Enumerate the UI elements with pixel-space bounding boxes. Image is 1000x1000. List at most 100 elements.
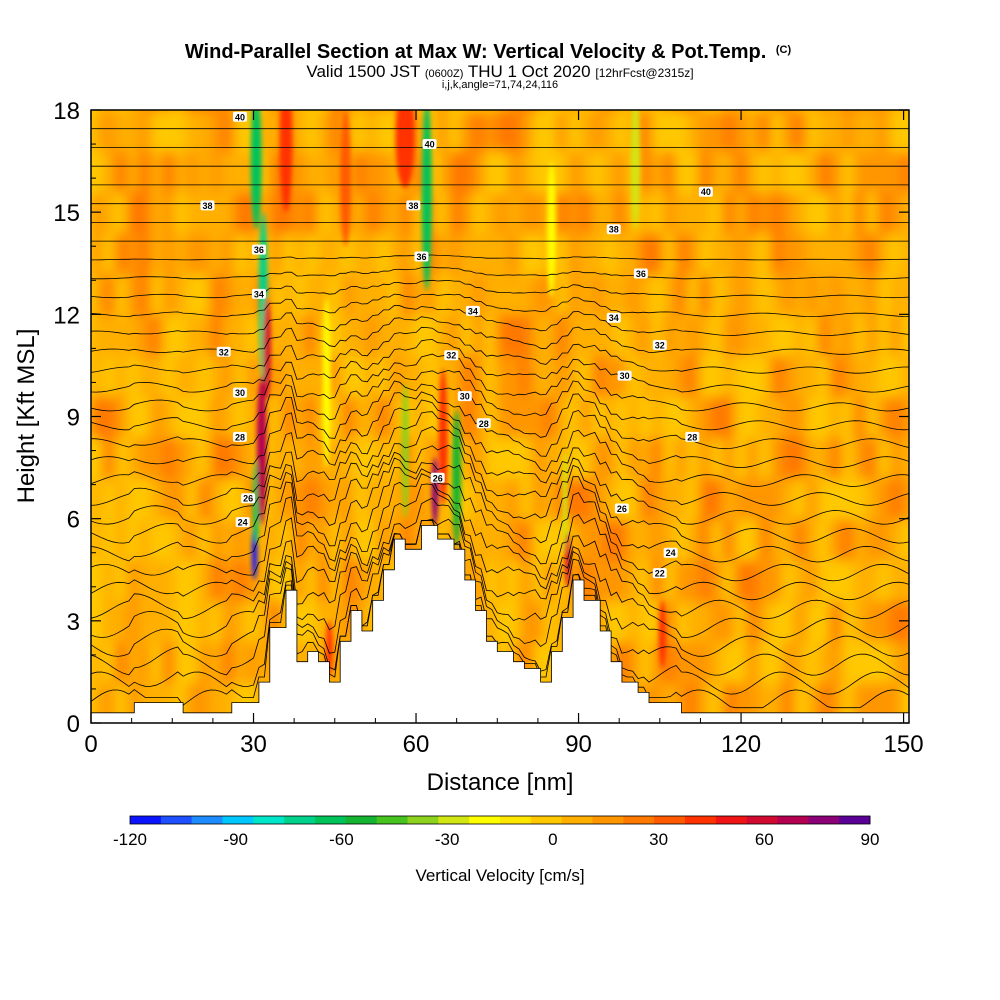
field-cell	[102, 273, 116, 316]
field-cell	[150, 600, 164, 643]
field-cell	[114, 477, 128, 520]
field-cell	[758, 191, 772, 234]
field-cell	[102, 600, 116, 643]
field-cell	[126, 191, 140, 234]
field-cell	[698, 110, 712, 152]
field-cell	[627, 355, 641, 398]
field-cell	[901, 477, 909, 520]
field-cell	[841, 191, 855, 234]
colorbar-tick-label: -120	[113, 830, 147, 849]
field-cell	[400, 232, 414, 275]
field-cell	[269, 436, 283, 479]
svg-text:40: 40	[235, 112, 245, 122]
field-cell	[305, 477, 319, 520]
field-cell	[686, 396, 700, 438]
field-cell	[567, 314, 581, 357]
field-cell	[770, 150, 784, 193]
field-cell	[758, 396, 772, 438]
theta-contour-line	[91, 266, 909, 280]
svg-text:36: 36	[254, 245, 264, 255]
field-cell	[186, 396, 200, 438]
field-cell	[674, 559, 688, 602]
field-cell	[102, 191, 116, 234]
field-cell	[174, 110, 188, 111]
field-cell	[627, 273, 641, 316]
field-cell	[770, 232, 784, 275]
field-cell	[686, 477, 700, 520]
field-cell	[484, 314, 498, 357]
field-cell	[496, 314, 510, 357]
field-cell	[269, 110, 283, 152]
field-cell	[186, 273, 200, 316]
field-cell	[782, 355, 796, 398]
field-cell	[686, 232, 700, 275]
field-cell	[865, 150, 879, 193]
field-cell	[758, 641, 772, 684]
field-cell	[305, 600, 319, 643]
field-cell	[710, 355, 724, 398]
field-cell	[817, 436, 831, 479]
field-cell	[817, 355, 831, 398]
field-cell	[686, 191, 700, 234]
field-cell	[377, 232, 390, 275]
field-cell	[257, 191, 271, 234]
theta-contour-line	[91, 326, 909, 374]
field-cell	[877, 477, 891, 520]
field-cell	[674, 396, 688, 438]
field-cell	[806, 600, 819, 643]
field-cell	[746, 396, 760, 438]
x-tick-label: 120	[721, 731, 761, 758]
field-cell	[293, 191, 307, 234]
field-cell	[579, 396, 593, 438]
field-cell	[567, 232, 581, 275]
field-cell	[603, 518, 617, 561]
field-cell	[794, 559, 808, 602]
colorbar-tick-label: 60	[755, 830, 774, 849]
field-cell	[710, 232, 724, 275]
field-cell	[520, 436, 533, 479]
field-cell	[639, 314, 653, 357]
field-cell	[555, 314, 569, 357]
updraft-cell	[395, 110, 415, 189]
field-cell	[877, 232, 891, 275]
field-cell	[722, 232, 736, 275]
colorbar-swatch	[623, 816, 655, 824]
field-cell	[317, 518, 331, 561]
field-cell	[817, 477, 831, 520]
field-cell	[484, 110, 498, 152]
colorbar-swatch	[469, 816, 501, 824]
field-cell	[388, 314, 402, 357]
field-cell	[210, 559, 224, 602]
svg-text:30: 30	[460, 392, 470, 402]
field-cell	[186, 518, 200, 561]
field-cell	[722, 110, 736, 111]
field-cell	[674, 150, 688, 193]
field-cell	[400, 314, 414, 357]
field-cell	[829, 110, 843, 152]
field-cell	[353, 355, 367, 398]
field-cell	[829, 191, 843, 234]
field-cell	[269, 559, 283, 602]
field-cell	[901, 559, 909, 602]
field-cell	[388, 355, 402, 398]
field-cell	[293, 110, 307, 152]
field-cell	[138, 273, 152, 316]
field-cell	[591, 477, 605, 520]
theta-contour-line	[91, 411, 909, 506]
contour-label: 32	[444, 350, 459, 361]
field-cell	[412, 436, 426, 479]
field-cell	[448, 150, 462, 193]
field-cell	[591, 273, 605, 316]
field-cell	[603, 355, 617, 398]
field-cell	[579, 232, 593, 275]
field-cell	[782, 600, 796, 643]
field-cell	[615, 436, 629, 479]
field-cell	[853, 150, 867, 193]
field-cell	[722, 641, 736, 684]
field-cell	[817, 518, 831, 561]
downdraft-cell	[562, 450, 568, 553]
contour-label: 40	[422, 139, 437, 150]
colorbar-swatch	[715, 816, 748, 824]
field-cell	[543, 477, 557, 520]
